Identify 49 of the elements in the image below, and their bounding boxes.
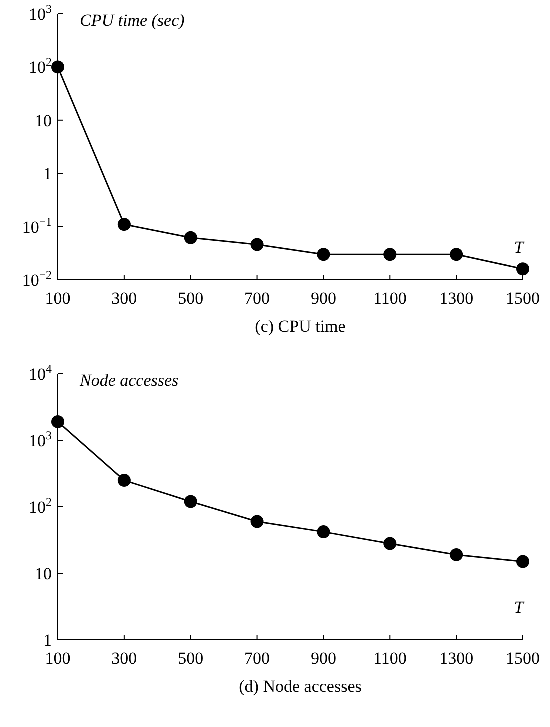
y-tick-label: 10$^{4}$ bbox=[29, 362, 52, 384]
x-tick-label: 1100 bbox=[373, 289, 407, 308]
y-tick-label: 10$^{−2}$ bbox=[22, 268, 52, 290]
y-tick-label: 10 bbox=[35, 564, 52, 584]
x-tick-label: 100 bbox=[45, 649, 71, 668]
y-tick-label: 10$^{3}$ bbox=[29, 428, 52, 450]
x-tick-label: 1300 bbox=[440, 649, 474, 668]
x-tick-label: 300 bbox=[112, 289, 138, 308]
point bbox=[450, 248, 464, 262]
point bbox=[250, 238, 264, 252]
y-tick-label: 10 bbox=[35, 111, 52, 130]
point bbox=[184, 231, 198, 244]
point bbox=[317, 526, 330, 539]
point bbox=[184, 495, 198, 508]
x-tick-label: 700 bbox=[244, 649, 270, 668]
x-tick-label: 1300 bbox=[440, 289, 474, 308]
point bbox=[118, 474, 131, 488]
x-tick-label: 500 bbox=[178, 649, 204, 668]
x-tick-label: 1100 bbox=[373, 649, 407, 668]
x-axis-title: T bbox=[514, 238, 526, 257]
x-tick-label: 300 bbox=[112, 649, 138, 668]
point bbox=[384, 248, 397, 262]
y-tick-label: 10$^{2}$ bbox=[29, 55, 52, 78]
y-tick-label: 1 bbox=[44, 630, 52, 650]
y-tick-label: 1 bbox=[44, 164, 52, 184]
point bbox=[450, 548, 464, 562]
point bbox=[516, 555, 530, 568]
point bbox=[384, 537, 397, 550]
x-tick-label: 1500 bbox=[506, 289, 540, 308]
x-tick-label: 900 bbox=[310, 649, 336, 668]
x-axis-title: T bbox=[514, 598, 526, 617]
y-tick-label: 10$^{2}$ bbox=[29, 494, 52, 517]
y-axis-title: Node accesses bbox=[79, 371, 180, 390]
x-tick-label: 900 bbox=[310, 289, 336, 308]
x-tick-label: 100 bbox=[45, 289, 71, 308]
point bbox=[317, 248, 330, 262]
point bbox=[516, 262, 530, 276]
text: (c) CPU time bbox=[255, 317, 346, 336]
text: (d) Node accesses bbox=[239, 677, 362, 696]
x-tick-label: 1500 bbox=[506, 649, 540, 668]
point bbox=[250, 515, 264, 528]
x-tick-label: 500 bbox=[178, 289, 204, 308]
y-tick-label: 10$^{3}$ bbox=[29, 2, 52, 24]
y-axis-title: CPU time (sec) bbox=[80, 11, 186, 30]
point bbox=[52, 415, 64, 428]
y-tick-label: 10$^{−1}$ bbox=[22, 214, 52, 237]
point bbox=[52, 60, 64, 74]
x-tick-label: 700 bbox=[244, 289, 270, 308]
point bbox=[118, 218, 131, 232]
